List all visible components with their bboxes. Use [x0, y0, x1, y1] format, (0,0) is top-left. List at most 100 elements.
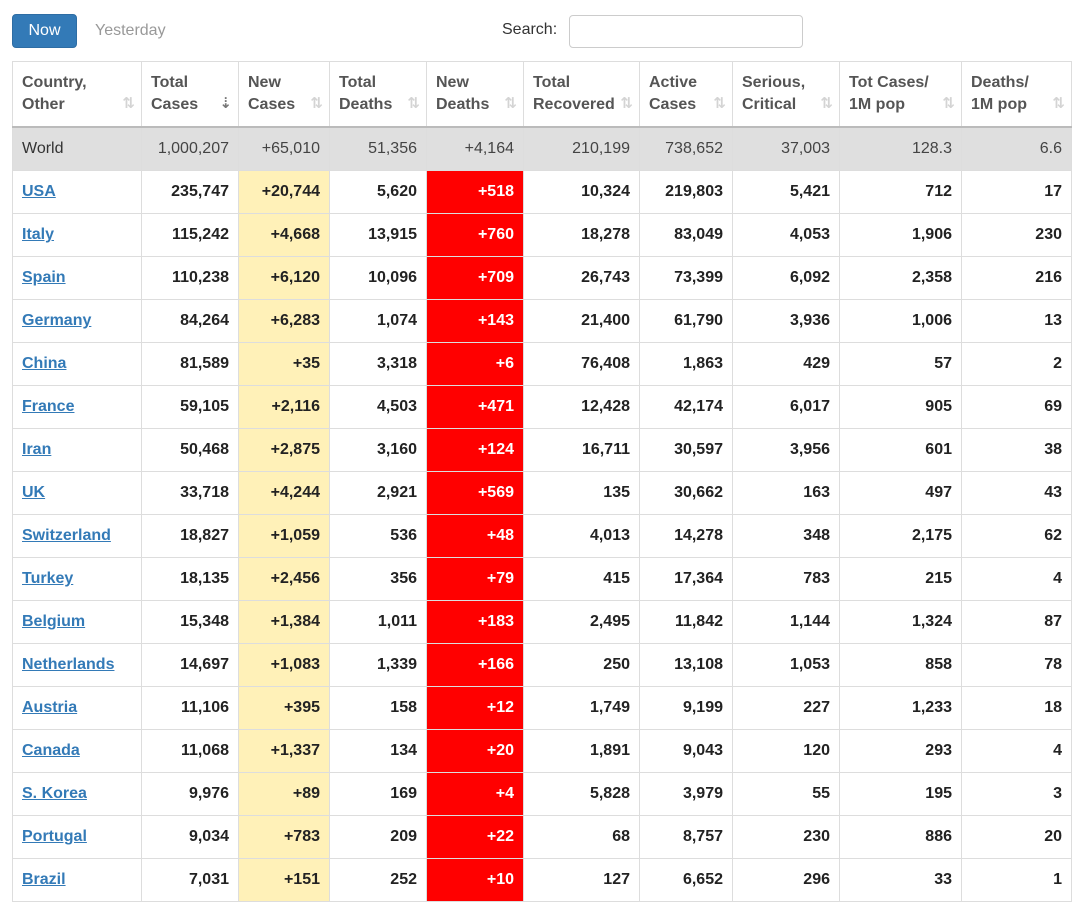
- column-header-total-cases[interactable]: Total Cases ⇣: [141, 61, 239, 127]
- sort-icon[interactable]: ⇅: [310, 94, 323, 112]
- cell-new-deaths: +518: [426, 170, 524, 214]
- cell-new-cases: +2,875: [238, 428, 330, 472]
- cell-serious-critical: 55: [732, 772, 840, 816]
- cell-total-deaths: 5,620: [329, 170, 427, 214]
- column-header-total-recovered[interactable]: Total Recovered ⇅: [523, 61, 640, 127]
- country-link[interactable]: Canada: [22, 742, 80, 759]
- cell-total-recovered: 415: [523, 557, 640, 601]
- country-link[interactable]: Spain: [22, 269, 66, 286]
- sort-icon[interactable]: ⇅: [713, 94, 726, 112]
- country-link[interactable]: Germany: [22, 312, 92, 329]
- cell-total-cases: 18,135: [141, 557, 239, 601]
- cell-serious-critical: 163: [732, 471, 840, 515]
- column-header-line2: Other: [22, 95, 65, 113]
- sort-descending-icon[interactable]: ⇣: [219, 94, 232, 112]
- sort-icon[interactable]: ⇅: [407, 94, 420, 112]
- sort-icon[interactable]: ⇅: [820, 94, 833, 112]
- cell-new-deaths: +709: [426, 256, 524, 300]
- cell-active-cases: 14,278: [639, 514, 733, 558]
- cell-country: Iran: [12, 428, 142, 472]
- country-link[interactable]: S. Korea: [22, 785, 87, 802]
- yesterday-tab-button[interactable]: Yesterday: [95, 22, 166, 39]
- country-link[interactable]: Austria: [22, 699, 78, 716]
- column-header-line2: 1M pop: [971, 95, 1027, 113]
- cell-serious-critical: 120: [732, 729, 840, 773]
- cell-active-cases: 1,863: [639, 342, 733, 386]
- column-header-total-deaths[interactable]: Total Deaths ⇅: [329, 61, 427, 127]
- column-header-line1: Total: [533, 73, 571, 91]
- cell-country: Portugal: [12, 815, 142, 859]
- cell-new-deaths: +79: [426, 557, 524, 601]
- column-header-country[interactable]: Country, Other ⇅: [12, 61, 142, 127]
- country-link[interactable]: UK: [22, 484, 46, 501]
- country-link[interactable]: Switzerland: [22, 527, 111, 544]
- cell-total-deaths: 356: [329, 557, 427, 601]
- column-header-serious-critical[interactable]: Serious, Critical ⇅: [732, 61, 840, 127]
- cell-total-recovered: 1,749: [523, 686, 640, 730]
- cell-country: China: [12, 342, 142, 386]
- country-link[interactable]: Portugal: [22, 828, 87, 845]
- country-link[interactable]: Brazil: [22, 871, 66, 888]
- cell-total-deaths: 209: [329, 815, 427, 859]
- country-link[interactable]: Iran: [22, 441, 52, 458]
- cell-total-cases: 81,589: [141, 342, 239, 386]
- cell-new-deaths: +4: [426, 772, 524, 816]
- cell-active-cases: 83,049: [639, 213, 733, 257]
- cell-deaths-per-1m: 18: [961, 686, 1072, 730]
- now-tab-button[interactable]: Now: [12, 14, 77, 48]
- country-link[interactable]: Netherlands: [22, 656, 115, 673]
- cell-total-deaths: 13,915: [329, 213, 427, 257]
- column-header-new-deaths[interactable]: New Deaths ⇅: [426, 61, 524, 127]
- column-header-deaths-per-1m[interactable]: Deaths/1M pop ⇅: [961, 61, 1072, 127]
- country-link[interactable]: Turkey: [22, 570, 74, 587]
- column-header-line1: Serious,: [742, 73, 806, 91]
- column-header-line2: Recovered: [533, 95, 615, 113]
- sort-icon[interactable]: ⇅: [942, 94, 955, 112]
- cell-deaths-per-1m: 4: [961, 729, 1072, 773]
- cell-serious-critical: 5,421: [732, 170, 840, 214]
- cell-serious-critical: 6,017: [732, 385, 840, 429]
- cell-active-cases: 9,043: [639, 729, 733, 773]
- cell-tot-cases-per-1m: 33: [839, 858, 962, 902]
- cell-tot-cases-per-1m: 215: [839, 557, 962, 601]
- cell-new-cases: +1,059: [238, 514, 330, 558]
- cell-total-cases: 18,827: [141, 514, 239, 558]
- cell-deaths-per-1m: 13: [961, 299, 1072, 343]
- sort-icon[interactable]: ⇅: [620, 94, 633, 112]
- cell-total-cases: 14,697: [141, 643, 239, 687]
- cell-serious-critical: 296: [732, 858, 840, 902]
- cell-deaths-per-1m: 87: [961, 600, 1072, 644]
- sort-icon[interactable]: ⇅: [1052, 94, 1065, 112]
- table-row: Brazil 7,031 +151 252 +10 127 6,652 296 33 1: [12, 858, 1072, 902]
- top-toolbar: Now Yesterday Search:: [0, 0, 1083, 60]
- sort-icon[interactable]: ⇅: [122, 94, 135, 112]
- cell-total-recovered: 12,428: [523, 385, 640, 429]
- cell-deaths-per-1m: 20: [961, 815, 1072, 859]
- cell-country: Brazil: [12, 858, 142, 902]
- cell-total-cases: 9,976: [141, 772, 239, 816]
- country-link[interactable]: USA: [22, 183, 56, 200]
- cell-active-cases: 11,842: [639, 600, 733, 644]
- cell-active-cases: 30,662: [639, 471, 733, 515]
- cell-tot-cases-per-1m: 1,324: [839, 600, 962, 644]
- column-header-line2: Cases: [151, 95, 199, 113]
- sort-icon[interactable]: ⇅: [504, 94, 517, 112]
- cell-new-cases: +6,283: [238, 299, 330, 343]
- table-row: France 59,105 +2,116 4,503 +471 12,428 42,174 6…: [12, 385, 1072, 429]
- cell-total-recovered: 26,743: [523, 256, 640, 300]
- cell-deaths-per-1m: 43: [961, 471, 1072, 515]
- column-header-line2: Deaths: [436, 95, 490, 113]
- country-link[interactable]: Belgium: [22, 613, 86, 630]
- cell-serious-critical: 1,144: [732, 600, 840, 644]
- search-input[interactable]: [569, 15, 803, 48]
- column-header-tot-cases-per-1m[interactable]: Tot Cases/1M pop ⇅: [839, 61, 962, 127]
- cell-total-deaths: 1,339: [329, 643, 427, 687]
- column-header-new-cases[interactable]: New Cases ⇅: [238, 61, 330, 127]
- cell-total-recovered: 68: [523, 815, 640, 859]
- cell-tot-cases-per-1m: 601: [839, 428, 962, 472]
- column-header-active-cases[interactable]: Active Cases ⇅: [639, 61, 733, 127]
- country-link[interactable]: China: [22, 355, 67, 372]
- country-link[interactable]: France: [22, 398, 75, 415]
- country-link[interactable]: Italy: [22, 226, 55, 243]
- cell-total-recovered: 135: [523, 471, 640, 515]
